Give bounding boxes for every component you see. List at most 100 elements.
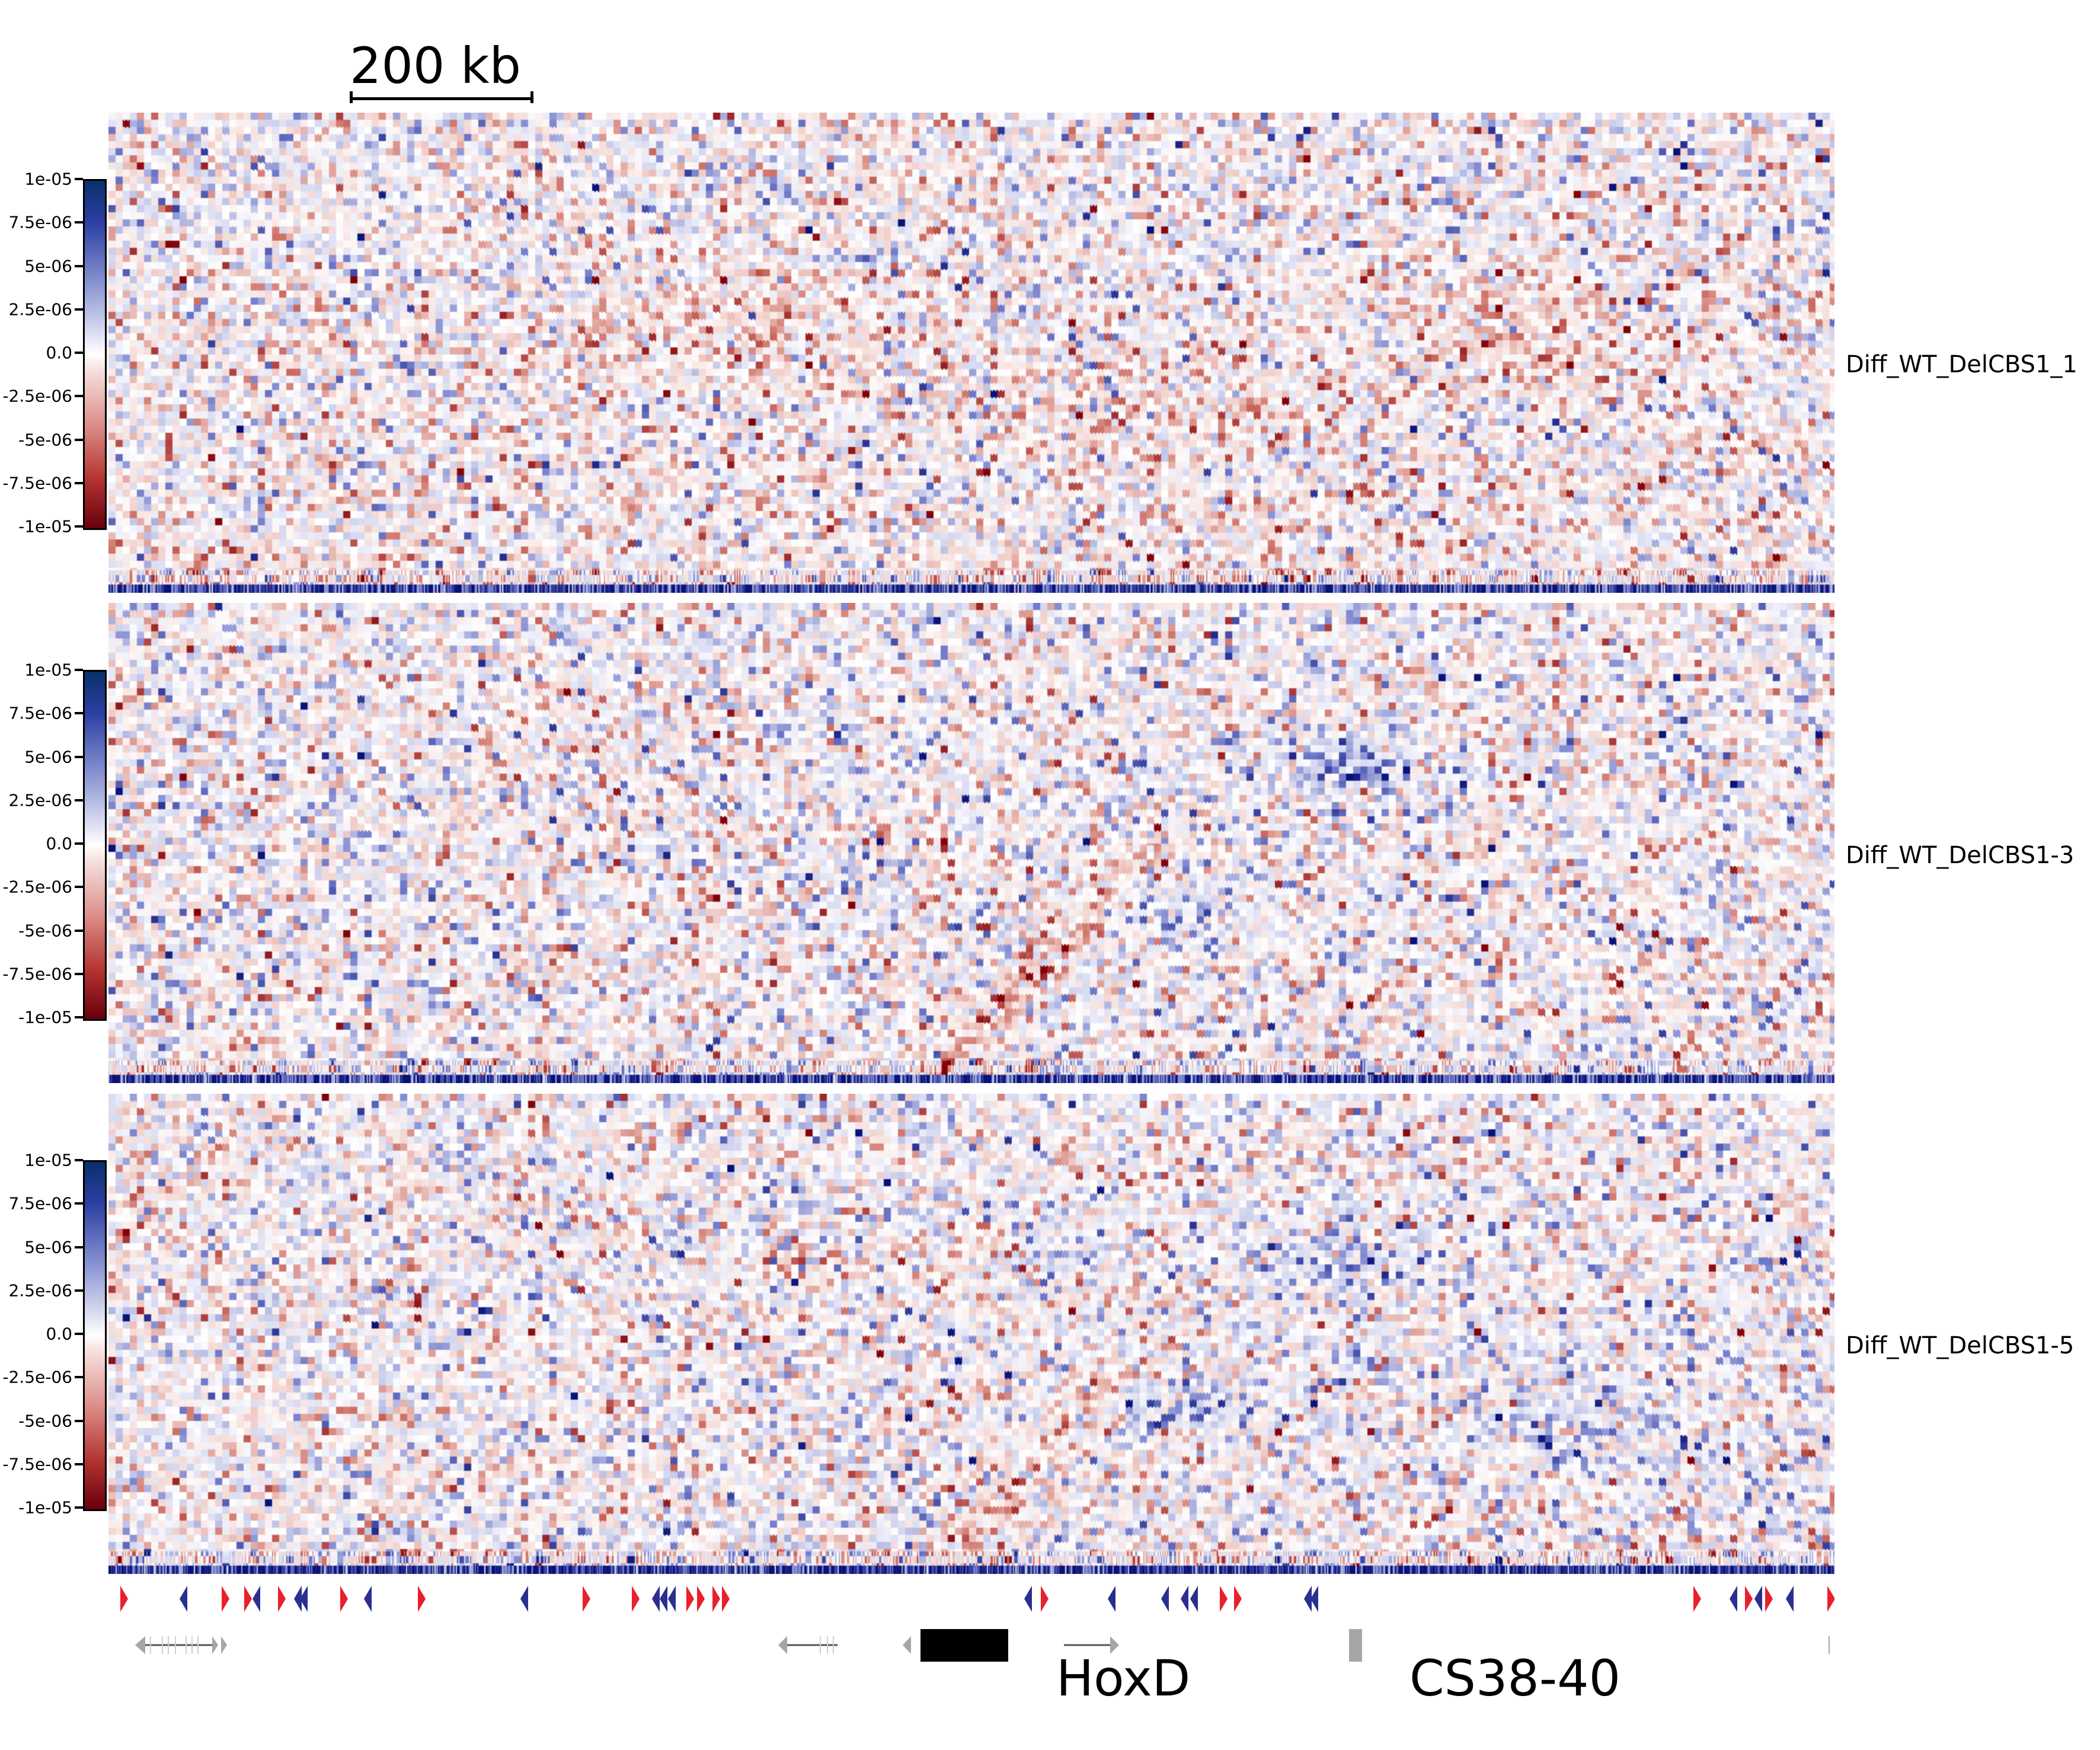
ctcf-reverse-arrow bbox=[1754, 1586, 1762, 1612]
colorbar-ticks-1: 1e-05 7.5e-06 5e-06 2.5e-06 0.0 -2.5e-06 -5e-0… bbox=[0, 170, 83, 537]
ctcf-forward-arrow bbox=[1745, 1586, 1753, 1612]
heatmap-canvas-2 bbox=[108, 603, 1834, 1083]
colorbar-tick-label: 0.0 bbox=[46, 834, 72, 854]
colorbar-tick-mark bbox=[75, 1333, 83, 1335]
colorbar-tick-mark bbox=[75, 799, 83, 801]
colorbar-tick-mark bbox=[75, 1462, 83, 1465]
ctcf-reverse-arrow bbox=[1310, 1586, 1318, 1612]
colorbar-tick-mark bbox=[75, 755, 83, 758]
colorbar-tick-label: -1e-05 bbox=[18, 516, 72, 537]
colorbar-tick-label: 5e-06 bbox=[24, 747, 72, 767]
colorbar-tick-label: -2.5e-06 bbox=[2, 386, 72, 406]
colorbar-tick-label: 2.5e-06 bbox=[8, 1280, 73, 1301]
colorbar-ticks-3: 1e-05 7.5e-06 5e-06 2.5e-06 0.0 -2.5e-06 -5e-0… bbox=[0, 1151, 83, 1518]
colorbar-tick-mark bbox=[75, 1289, 83, 1292]
heatmap-panel-1 bbox=[108, 113, 1834, 593]
gene-left-arrow bbox=[778, 1636, 787, 1654]
colorbar-tick-mark bbox=[75, 972, 83, 975]
heatmap-panel-2 bbox=[108, 603, 1834, 1083]
ctcf-forward-arrow bbox=[1220, 1586, 1228, 1612]
colorbar-tick-label: 1e-05 bbox=[24, 660, 72, 680]
colorbar-ticks-2: 1e-05 7.5e-06 5e-06 2.5e-06 0.0 -2.5e-06 -5e-0… bbox=[0, 660, 83, 1027]
hoxd-cluster-block bbox=[920, 1629, 1008, 1662]
ctcf-forward-arrow bbox=[418, 1586, 426, 1612]
gene-track bbox=[135, 1629, 1830, 1662]
ctcf-forward-arrow bbox=[1234, 1586, 1242, 1612]
ctcf-forward-arrow bbox=[1041, 1586, 1049, 1612]
ctcf-reverse-arrow bbox=[1108, 1586, 1115, 1612]
ctcf-forward-arrow bbox=[244, 1586, 252, 1612]
ctcf-forward-arrow bbox=[632, 1586, 640, 1612]
colorbar-1 bbox=[83, 179, 107, 530]
colorbar-tick-label: 1e-05 bbox=[24, 1150, 72, 1170]
colorbar-tick-mark bbox=[75, 1202, 83, 1205]
colorbar-tick-label: 5e-06 bbox=[24, 256, 72, 276]
ctcf-reverse-arrow bbox=[1786, 1586, 1794, 1612]
colorbar-tick-mark bbox=[75, 1506, 83, 1509]
colorbar-tick-label: -7.5e-06 bbox=[2, 964, 72, 984]
colorbar-tick-mark bbox=[75, 264, 83, 267]
ctcf-reverse-arrow bbox=[652, 1586, 660, 1612]
heatmap-canvas-1 bbox=[108, 113, 1834, 593]
colorbar-tick-label: 5e-06 bbox=[24, 1237, 72, 1257]
track-label-2: Diff_WT_DelCBS1-3 bbox=[1846, 842, 2075, 869]
colorbar-tick-label: 2.5e-06 bbox=[8, 299, 73, 320]
gene-right-arrow bbox=[212, 1636, 218, 1654]
ctcf-forward-arrow bbox=[340, 1586, 348, 1612]
colorbar-tick-mark bbox=[75, 1016, 83, 1018]
colorbar-tick-label: 2.5e-06 bbox=[8, 790, 73, 810]
colorbar-tick-label: -1e-05 bbox=[18, 1007, 72, 1027]
gene-left-arrow bbox=[135, 1636, 145, 1654]
scalebar-right-tick bbox=[530, 91, 533, 103]
colorbar-tick-mark bbox=[75, 352, 83, 354]
colorbar-3 bbox=[83, 1160, 107, 1511]
ctcf-reverse-arrow bbox=[1161, 1586, 1169, 1612]
ctcf-forward-arrow bbox=[722, 1586, 730, 1612]
colorbar-tick-mark bbox=[75, 1376, 83, 1379]
ctcf-forward-arrow bbox=[583, 1586, 590, 1612]
scalebar-line bbox=[350, 97, 533, 100]
ctcf-forward-arrow bbox=[1765, 1586, 1773, 1612]
ctcf-reverse-arrow bbox=[294, 1586, 302, 1612]
colorbar-tick-mark bbox=[75, 308, 83, 311]
colorbar-tick-mark bbox=[75, 438, 83, 441]
colorbar-tick-mark bbox=[75, 178, 83, 180]
colorbar-tick-mark bbox=[75, 1159, 83, 1161]
ctcf-forward-arrow bbox=[1693, 1586, 1701, 1612]
ctcf-reverse-arrow bbox=[252, 1586, 260, 1612]
track-label-3: Diff_WT_DelCBS1-5 bbox=[1846, 1332, 2075, 1359]
colorbar-tick-mark bbox=[75, 886, 83, 889]
colorbar-tick-mark bbox=[75, 1246, 83, 1248]
colorbar-tick-label: 7.5e-06 bbox=[8, 703, 73, 723]
ctcf-reverse-arrow bbox=[520, 1586, 528, 1612]
ctcf-forward-arrow bbox=[222, 1586, 229, 1612]
ctcf-reverse-arrow bbox=[660, 1586, 667, 1612]
colorbar-tick-label: -1e-05 bbox=[18, 1497, 72, 1518]
colorbar-tick-label: -5e-06 bbox=[18, 1411, 72, 1430]
colorbar-tick-label: -7.5e-06 bbox=[2, 1454, 72, 1474]
cs38-40-block bbox=[1349, 1629, 1362, 1662]
colorbar-tick-mark bbox=[75, 929, 83, 932]
cs38-40-label: CS38-40 bbox=[1409, 1649, 1621, 1707]
ctcf-reverse-arrow bbox=[180, 1586, 187, 1612]
gene-left-arrow bbox=[903, 1636, 911, 1654]
colorbar-tick-label: 1e-05 bbox=[24, 169, 72, 189]
ctcf-motif-track bbox=[120, 1586, 1834, 1612]
gene-right-arrow bbox=[1110, 1636, 1119, 1654]
colorbar-tick-label: 7.5e-06 bbox=[8, 1193, 73, 1213]
scalebar-left-tick bbox=[350, 91, 353, 103]
ctcf-reverse-arrow bbox=[1024, 1586, 1032, 1612]
colorbar-tick-label: -2.5e-06 bbox=[2, 877, 72, 897]
ctcf-reverse-arrow bbox=[1304, 1586, 1312, 1612]
ctcf-forward-arrow bbox=[120, 1586, 128, 1612]
colorbar-2 bbox=[83, 670, 107, 1021]
ctcf-reverse-arrow bbox=[668, 1586, 676, 1612]
colorbar-tick-mark bbox=[75, 221, 83, 224]
ctcf-forward-arrow bbox=[686, 1586, 694, 1612]
colorbar-tick-mark bbox=[75, 669, 83, 671]
colorbar-tick-mark bbox=[75, 1419, 83, 1422]
colorbar-tick-label: -5e-06 bbox=[18, 430, 72, 449]
colorbar-tick-mark bbox=[75, 842, 83, 845]
colorbar-tick-label: -2.5e-06 bbox=[2, 1367, 72, 1387]
